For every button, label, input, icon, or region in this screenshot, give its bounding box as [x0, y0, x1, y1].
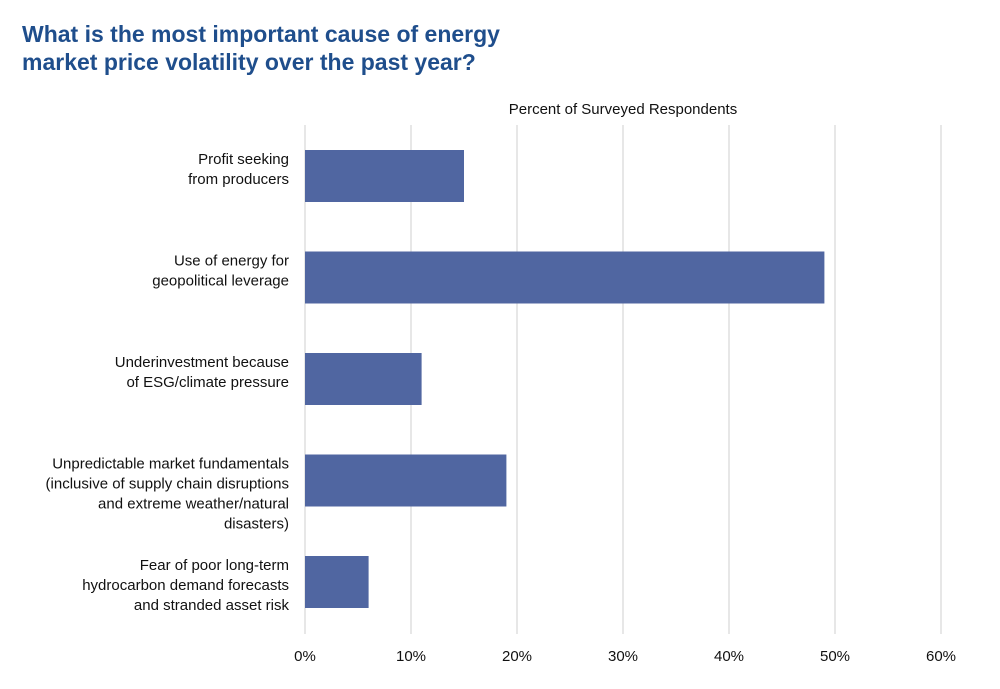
chart-title-line-1: What is the most important cause of ener… — [22, 21, 500, 47]
category-label-line: and stranded asset risk — [134, 597, 290, 614]
category-label: Unpredictable market fundamentals (inclus… — [46, 456, 289, 533]
category-label-line: of ESG/climate pressure — [126, 374, 289, 391]
bar — [305, 251, 825, 304]
category-label-line: Underinvestment because — [115, 354, 289, 371]
category-label-line: Profit seeking — [198, 151, 289, 168]
category-label-line: hydrocarbon demand forecasts — [82, 577, 289, 594]
category-label-line: and extreme weather/natural — [98, 496, 289, 513]
x-tick-label: 60% — [926, 648, 956, 665]
category-label-line: Use of energy for — [174, 253, 289, 270]
bar — [305, 353, 422, 405]
category-label-line: Unpredictable market fundamentals — [52, 456, 289, 473]
bar — [305, 150, 464, 202]
x-tick-label: 0% — [294, 648, 316, 665]
x-tick-labels: 0% 10% 20% 30% 40% 50% 60% — [294, 648, 956, 665]
x-tick-label: 10% — [396, 648, 426, 665]
category-label-line: from producers — [188, 171, 289, 188]
bars — [305, 150, 825, 608]
bar — [305, 454, 507, 507]
category-label-line: disasters) — [224, 516, 289, 533]
category-label: Fear of poor long-term hydrocarbon demand… — [82, 557, 289, 614]
x-axis-label: Percent of Surveyed Respondents — [509, 101, 737, 118]
category-label: Underinvestment because of ESG/climate pr… — [115, 354, 289, 391]
x-tick-label: 50% — [820, 648, 850, 665]
category-label: Use of energy for geopolitical leverage — [152, 253, 289, 290]
chart-title-line-2: market price volatility over the past ye… — [22, 49, 476, 75]
x-tick-label: 30% — [608, 648, 638, 665]
x-tick-label: 40% — [714, 648, 744, 665]
category-label-line: (inclusive of supply chain disruptions — [46, 476, 289, 493]
gridlines — [304, 125, 942, 634]
x-tick-label: 20% — [502, 648, 532, 665]
bar — [305, 556, 369, 608]
category-label-line: geopolitical leverage — [152, 273, 289, 290]
category-labels: Profit seeking from producers Use of energ… — [46, 151, 290, 614]
chart-title: What is the most important cause of ener… — [22, 20, 500, 76]
category-label-line: Fear of poor long-term — [140, 557, 289, 574]
category-label: Profit seeking from producers — [188, 151, 289, 188]
